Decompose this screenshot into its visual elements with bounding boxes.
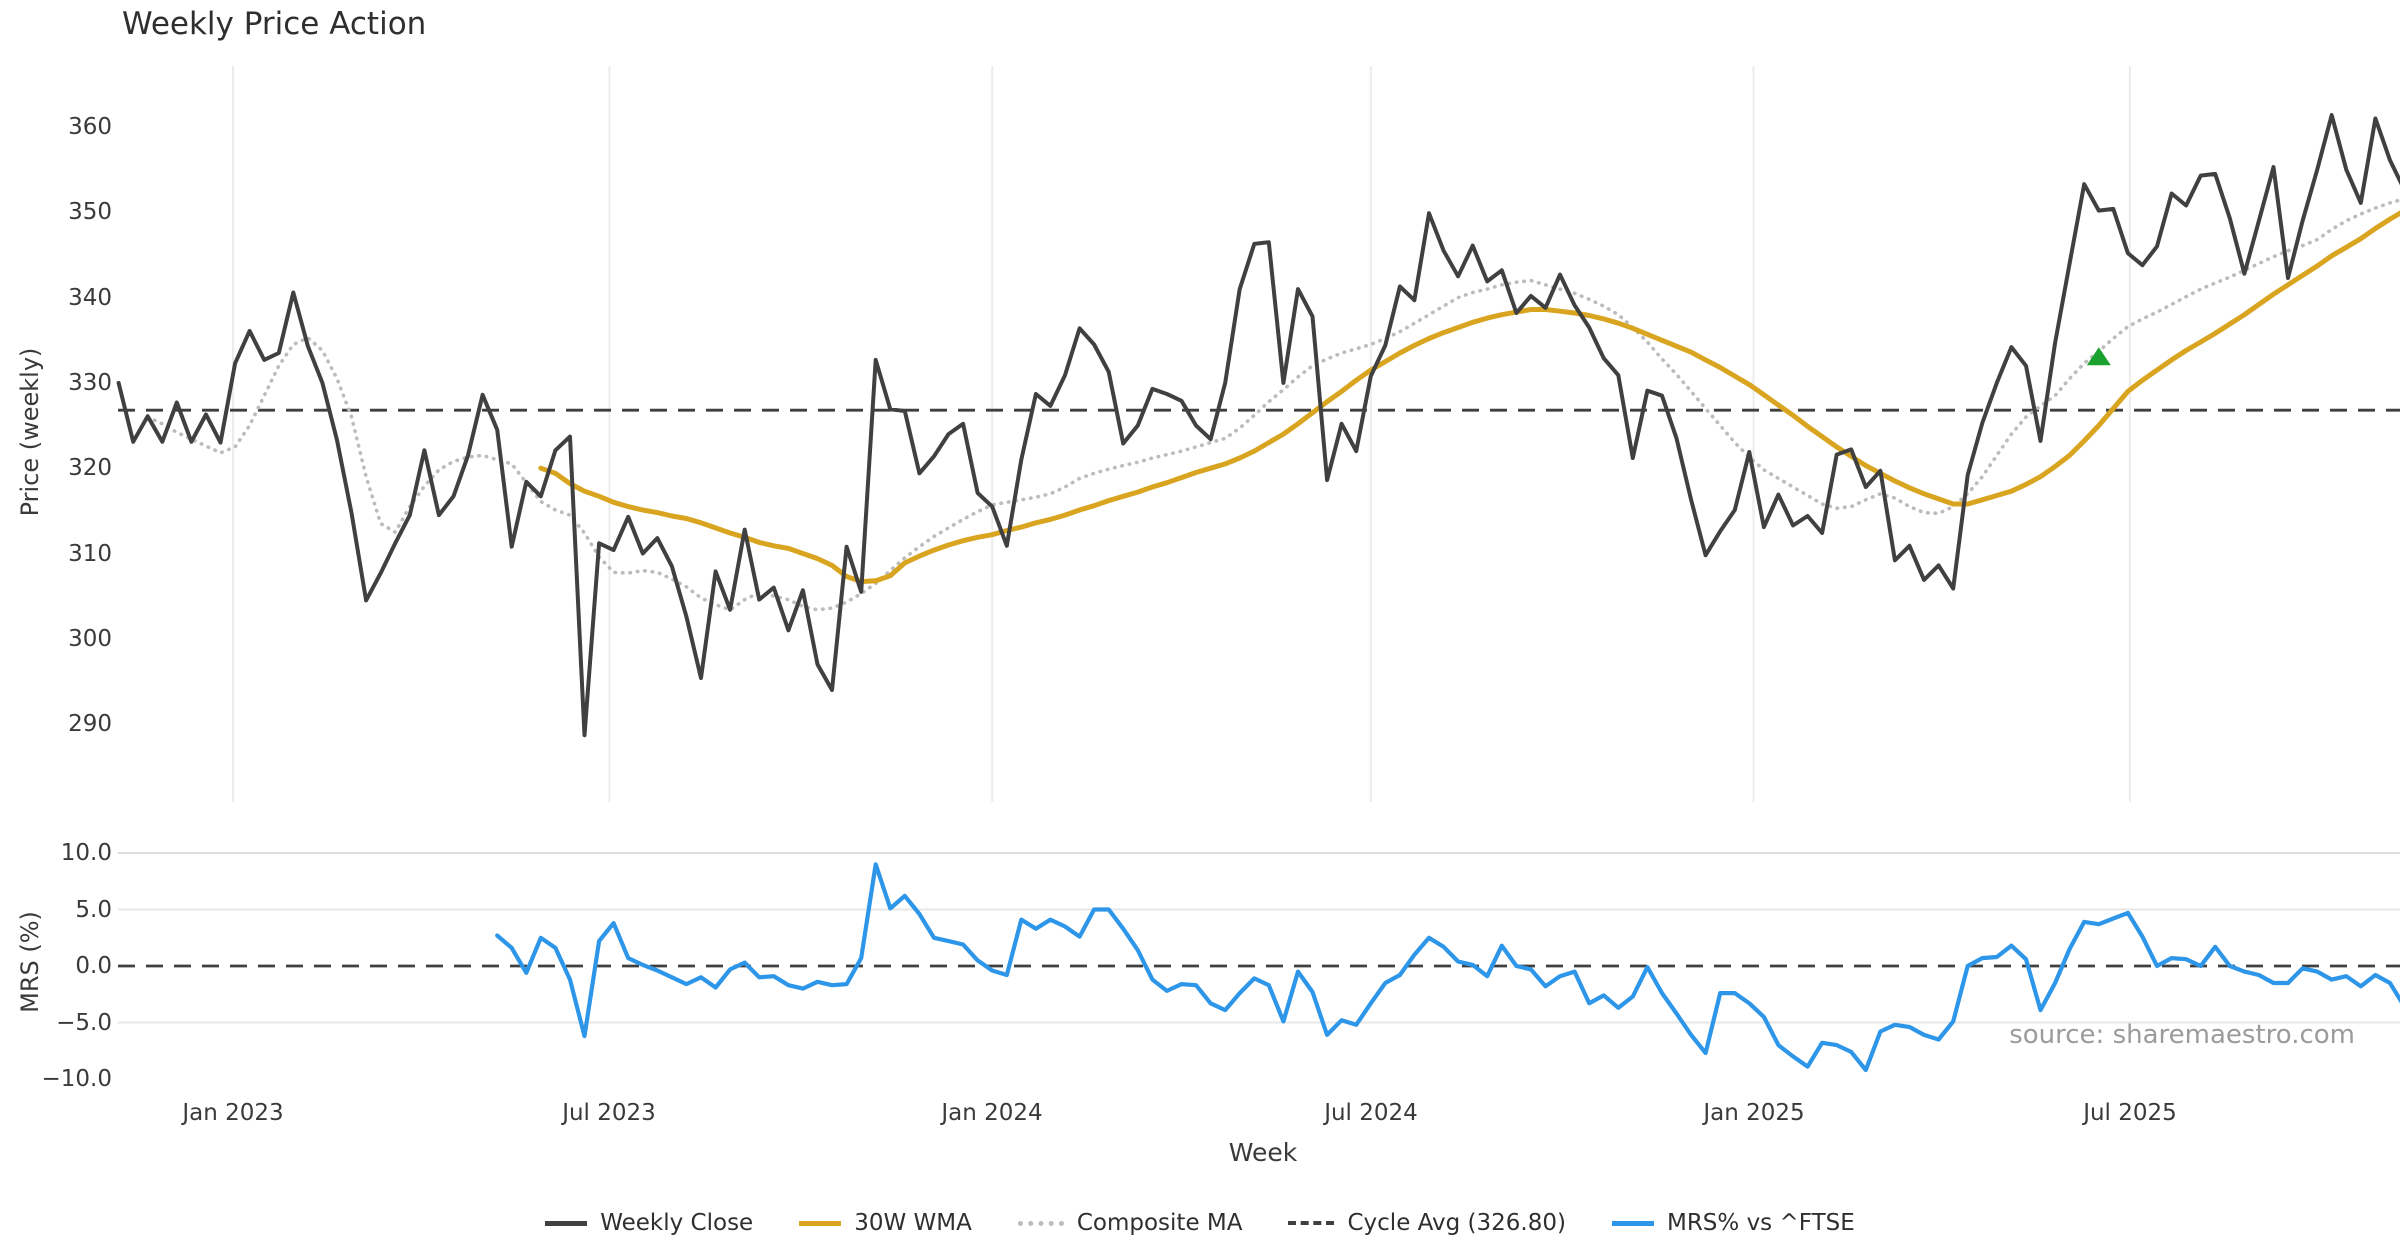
legend-label: Cycle Avg (326.80) xyxy=(1347,1210,1566,1236)
week-axis-label: Week xyxy=(1228,1138,1298,1167)
mrs-y-tick-label: 5.0 xyxy=(75,897,112,923)
legend-label: Weekly Close xyxy=(600,1210,754,1236)
price-y-tick-label: 340 xyxy=(68,285,112,311)
price-y-tick-label: 290 xyxy=(68,711,112,737)
x-tick-label: Jan 2023 xyxy=(182,1100,284,1126)
price-y-tick-label: 320 xyxy=(68,455,112,481)
x-tick-label: Jan 2025 xyxy=(1703,1100,1805,1126)
source-note: source: sharemaestro.com xyxy=(2009,1020,2355,1050)
chart-title: Weekly Price Action xyxy=(122,6,427,42)
composite-dotted-swatch-icon xyxy=(1017,1220,1064,1226)
buy-signal-triangle-icon xyxy=(2086,347,2111,366)
price-y-tick-label: 360 xyxy=(68,114,112,140)
legend-item-mrs: MRS% vs ^FTSE xyxy=(1611,1210,1855,1236)
price-y-tick-label: 310 xyxy=(68,541,112,567)
price-y-tick-label: 350 xyxy=(68,199,112,225)
wma-line-swatch-icon xyxy=(799,1220,842,1226)
mrs-y-tick-label: 10.0 xyxy=(60,840,112,866)
legend-item-cycle-avg: Cycle Avg (326.80) xyxy=(1288,1210,1566,1236)
price-y-tick-label: 330 xyxy=(68,370,112,396)
mrs-line-swatch-icon xyxy=(1611,1220,1654,1226)
mrs-y-tick-label: 0.0 xyxy=(75,953,112,979)
mrs-y-tick-label: −5.0 xyxy=(56,1010,112,1036)
legend-label: MRS% vs ^FTSE xyxy=(1666,1210,1855,1236)
x-tick-label: Jul 2023 xyxy=(562,1100,656,1126)
x-tick-label: Jul 2024 xyxy=(1324,1100,1418,1126)
price-y-tick-label: 300 xyxy=(68,626,112,652)
x-tick-label: Jul 2025 xyxy=(2083,1100,2177,1126)
legend-item-composite: Composite MA xyxy=(1017,1210,1243,1236)
weekly-close-line-swatch-icon xyxy=(545,1220,588,1226)
x-tick-label: Jan 2024 xyxy=(941,1100,1043,1126)
legend-item-wma: 30W WMA xyxy=(799,1210,972,1236)
cycle-avg-dashed-swatch-icon xyxy=(1288,1221,1335,1225)
legend-label: 30W WMA xyxy=(854,1210,972,1236)
legend: Weekly Close 30W WMA Composite MA Cycle … xyxy=(0,1210,2400,1236)
mrs-y-tick-label: −10.0 xyxy=(41,1066,112,1092)
legend-label: Composite MA xyxy=(1076,1210,1243,1236)
legend-item-weekly-close: Weekly Close xyxy=(545,1210,753,1236)
